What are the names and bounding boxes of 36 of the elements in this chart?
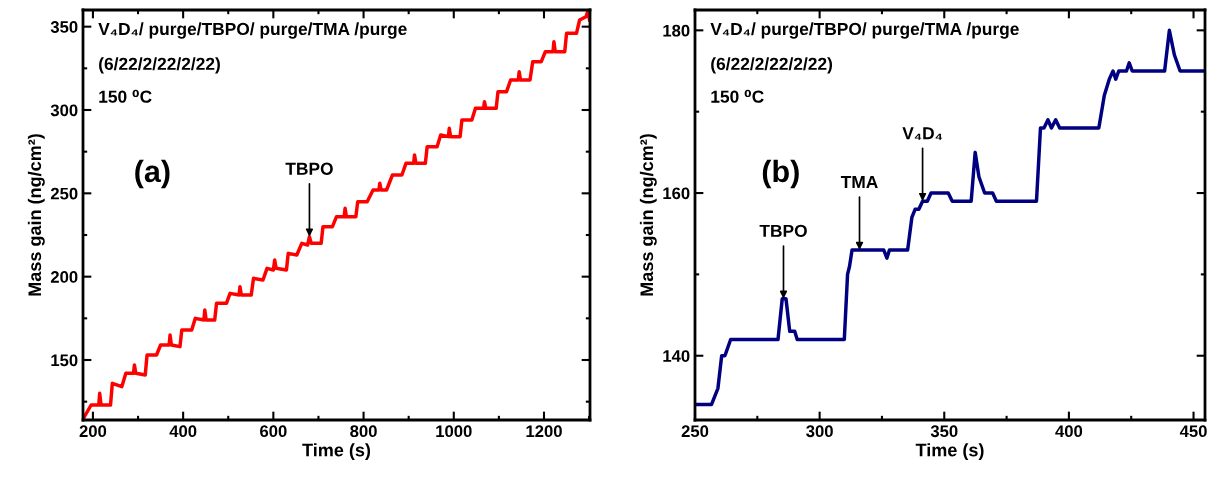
- x-tick-label: 450: [1179, 425, 1207, 438]
- x-tick-label: 250: [681, 425, 709, 438]
- y-tick-label: 140: [663, 350, 690, 362]
- annotation: 150 ⁰C: [711, 89, 764, 103]
- x-tick-label: 300: [806, 425, 833, 438]
- annotation: TBPO: [759, 224, 807, 238]
- y-tick-label: 180: [663, 24, 690, 37]
- annotation: V₄D₄: [902, 127, 943, 140]
- x-tick-label: 1200: [526, 425, 562, 438]
- annotation: (a): [135, 159, 170, 189]
- y-tick-label: 250: [50, 187, 78, 200]
- y-tick-label: 160: [663, 187, 690, 200]
- annotation: TMA: [840, 176, 878, 189]
- x-tick-label: 400: [169, 425, 197, 438]
- annotation: V₄D₄/ purge/TBPO/ purge/TMA /purge: [710, 22, 1019, 39]
- x-tick-label: 400: [1055, 425, 1083, 438]
- x-tick-label: 350: [930, 425, 958, 438]
- x-tick-label: 600: [260, 425, 287, 438]
- annotation: (6/22/2/22/2/22): [99, 57, 220, 74]
- y-tick-label: 350: [50, 21, 78, 33]
- annotation: 150 ⁰C: [99, 89, 152, 103]
- annotation: TBPO: [285, 162, 333, 175]
- x-tick-label: 1000: [436, 425, 472, 438]
- annotation: V₄D₄/ purge/TBPO/ purge/TMA /purge: [98, 22, 407, 39]
- annotation: (b): [762, 159, 799, 189]
- y-tick-label: 200: [50, 271, 78, 283]
- x-axis-title: Time (s): [302, 443, 371, 461]
- x-axis-title: Time (s): [915, 443, 984, 461]
- annotation: (6/22/2/22/2/22): [711, 57, 833, 74]
- y-tick-label: 300: [50, 104, 78, 117]
- x-tick-label: 200: [79, 425, 107, 438]
- line-series: [83, 10, 590, 420]
- y-tick-label: 150: [51, 354, 78, 367]
- y-axis-title: Mass gain (ng/cm²): [639, 134, 657, 296]
- y-axis-title: Mass gain (ng/cm²): [27, 134, 45, 296]
- x-tick-label: 800: [350, 425, 377, 438]
